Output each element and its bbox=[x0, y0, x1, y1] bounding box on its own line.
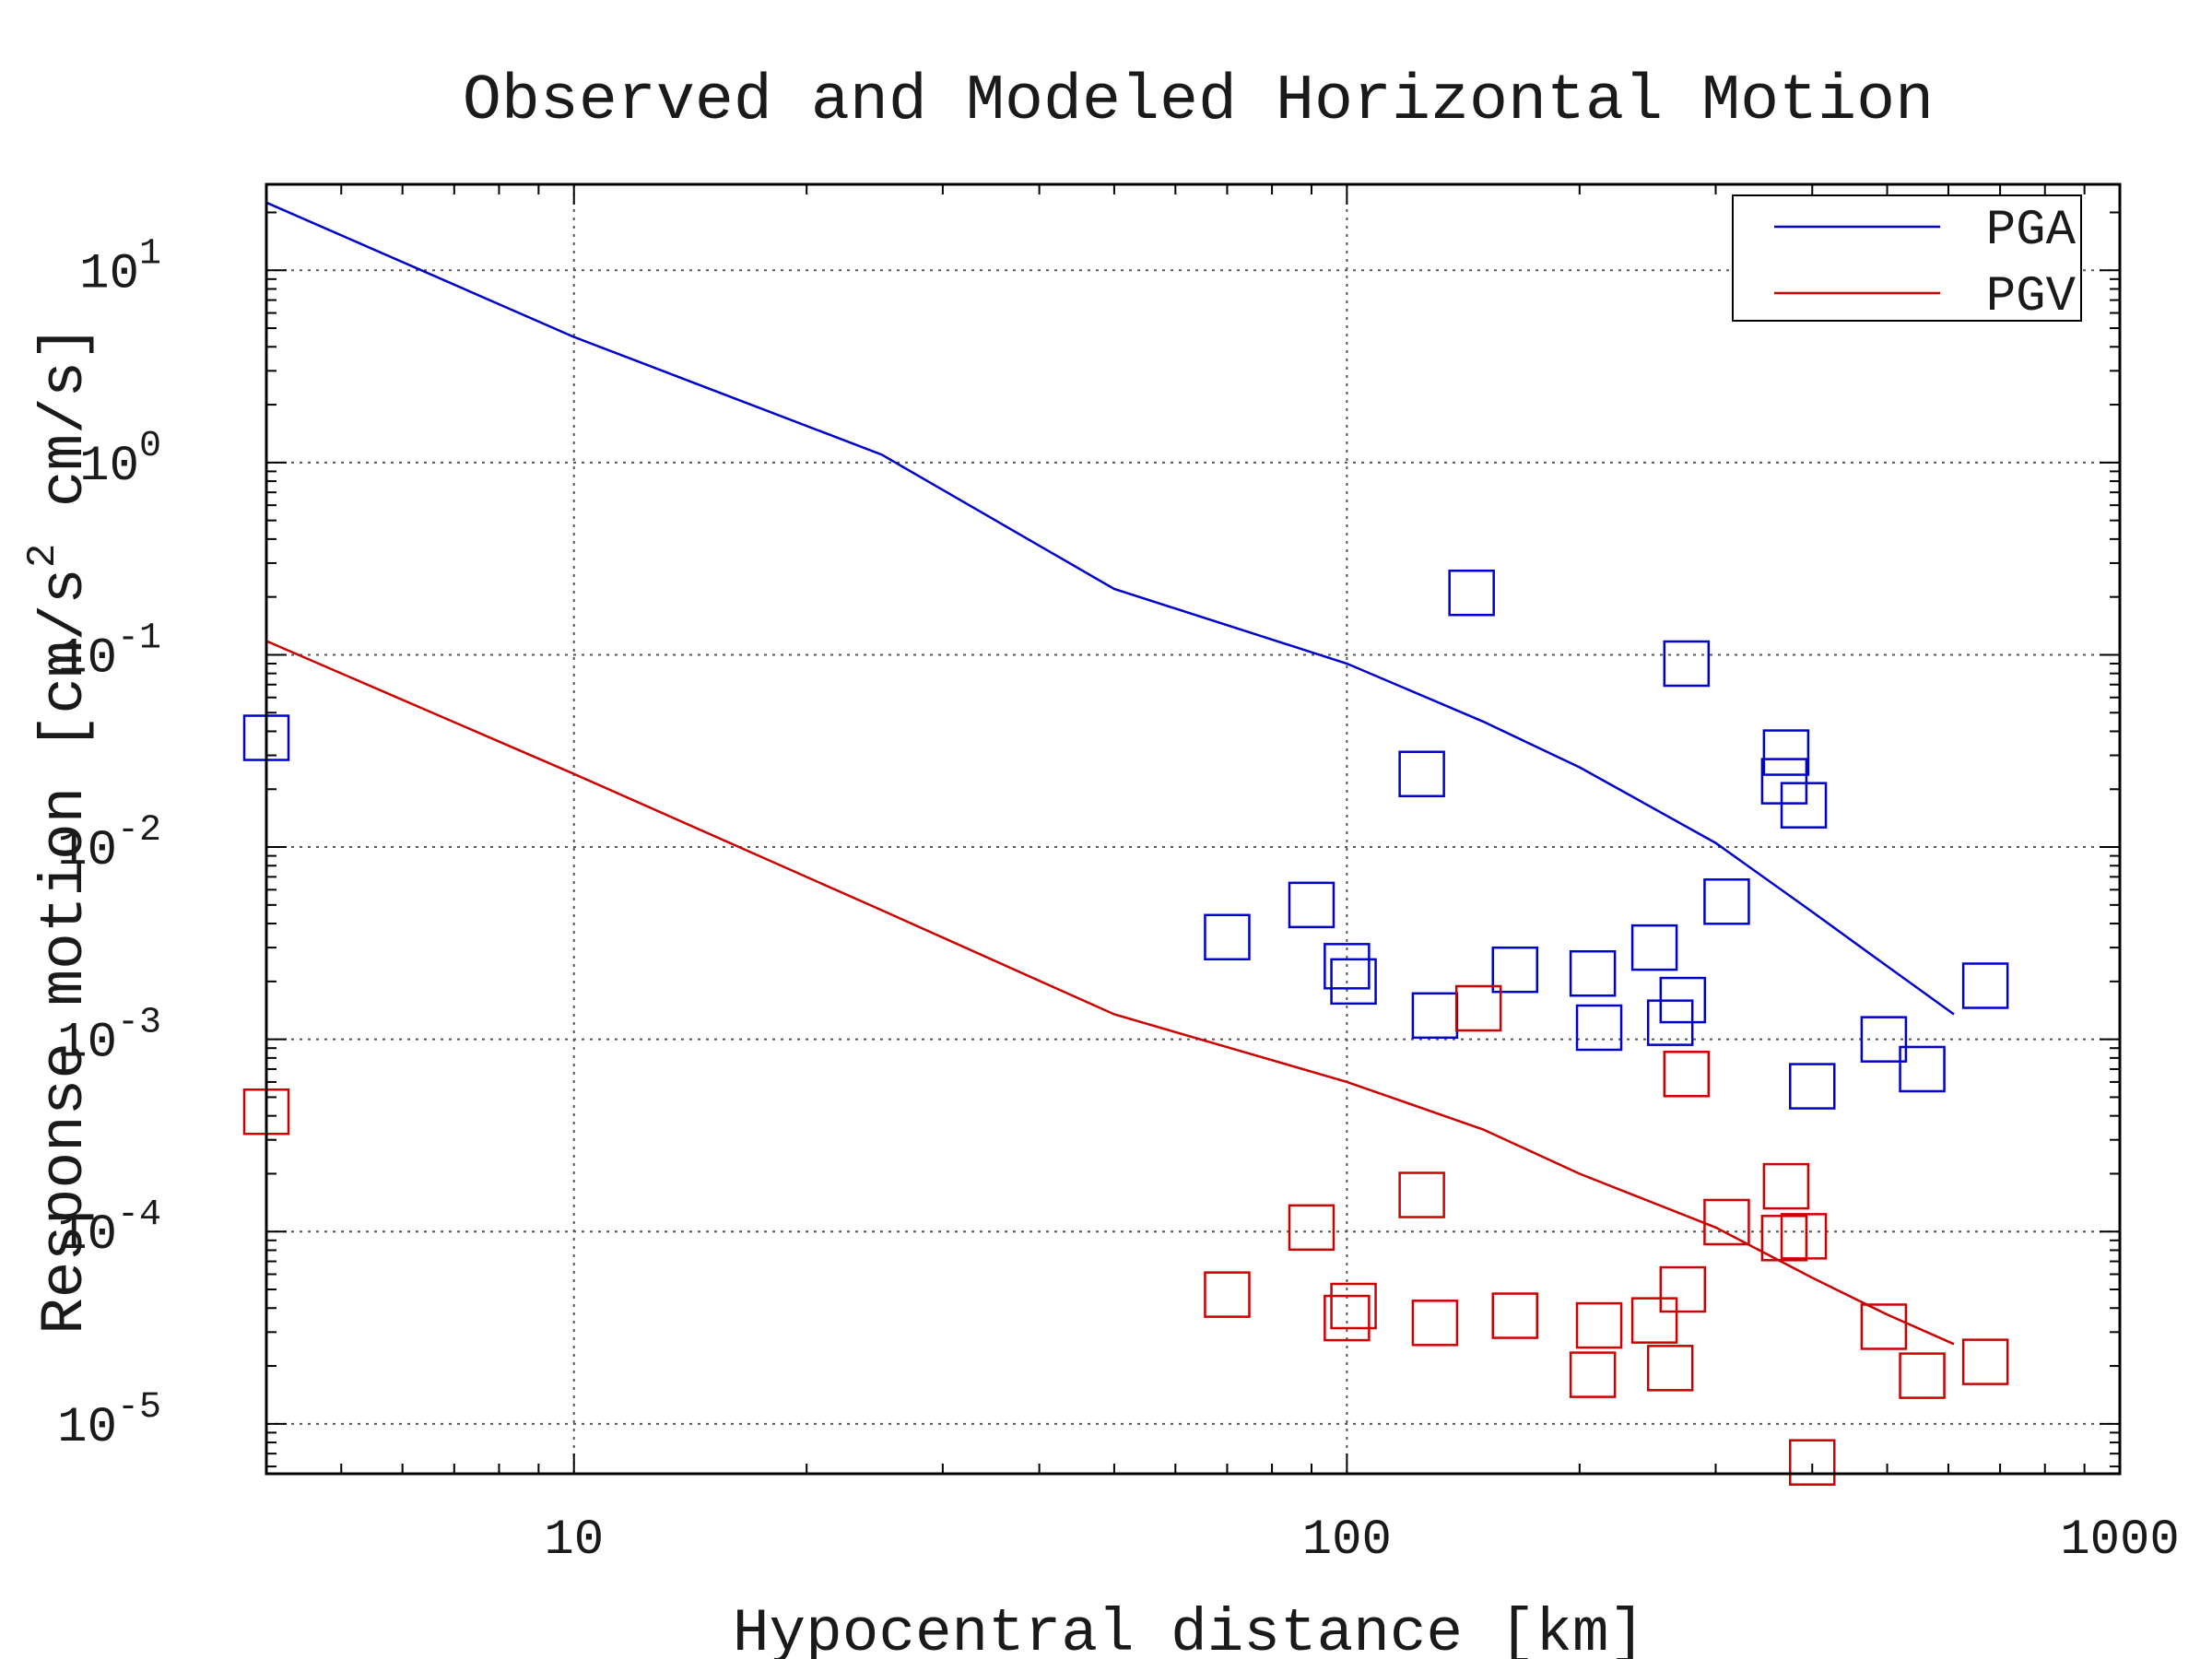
pga-observed-marker bbox=[1575, 1004, 1623, 1052]
pga-observed-marker bbox=[1961, 962, 2009, 1009]
minor-ticks bbox=[266, 184, 2121, 1474]
y-tick-label: 10-1 bbox=[57, 618, 161, 687]
y-tick-exponent: -4 bbox=[117, 1194, 161, 1236]
chart-title: Observed and Modeled Horizontal Motion bbox=[463, 65, 1934, 138]
pga-observed-marker bbox=[1762, 729, 1810, 776]
x-axis-label: Hypocentral distance [km] bbox=[733, 1599, 1645, 1659]
y-tick-base: 10 bbox=[57, 1207, 117, 1264]
pga-observed-marker bbox=[1630, 924, 1678, 971]
pga-observed-marker bbox=[1288, 881, 1335, 929]
legend-pgv-label: PGV bbox=[1986, 269, 2077, 325]
pgv-observed-marker bbox=[1454, 984, 1502, 1032]
pga-model-line bbox=[265, 201, 1955, 1016]
pgv-observed-marker bbox=[1899, 1352, 1946, 1399]
legend: PGA PGV bbox=[1732, 194, 2082, 325]
pgv-observed-marker bbox=[1780, 1213, 1828, 1260]
y-tick-label: 10-5 bbox=[57, 1387, 161, 1456]
data-markers bbox=[242, 570, 2009, 1486]
pga-observed-marker bbox=[1204, 913, 1251, 961]
y-tick-label: 10-2 bbox=[57, 810, 161, 879]
y-tick-exponent: -5 bbox=[117, 1387, 161, 1429]
pga-observed-marker bbox=[1860, 1016, 1908, 1063]
pgv-observed-marker bbox=[1288, 1204, 1335, 1252]
y-tick-base: 10 bbox=[57, 1016, 117, 1072]
pga-observed-marker bbox=[1780, 782, 1828, 829]
y-tick-label: 101 bbox=[79, 233, 161, 302]
y-tick-exponent: 1 bbox=[139, 233, 161, 275]
pgv-observed-marker bbox=[1324, 1294, 1371, 1342]
pgv-observed-marker bbox=[1411, 1300, 1459, 1347]
series-lines bbox=[265, 201, 1955, 1346]
y-tick-exponent: -2 bbox=[117, 810, 161, 852]
pgv-observed-marker bbox=[1789, 1439, 1836, 1486]
pgv-observed-marker bbox=[1860, 1303, 1908, 1350]
y-tick-exponent: -3 bbox=[117, 1003, 161, 1044]
pgv-observed-marker bbox=[1575, 1301, 1623, 1349]
pgv-observed-marker bbox=[1703, 1198, 1750, 1246]
y-tick-base: 10 bbox=[57, 1400, 117, 1456]
pga-observed-marker bbox=[1663, 640, 1711, 688]
y-tick-label: 10-3 bbox=[57, 1003, 161, 1072]
pgv-observed-marker bbox=[1398, 1171, 1445, 1218]
pgv-observed-marker bbox=[1491, 1292, 1539, 1339]
legend-box bbox=[1732, 194, 2082, 322]
pgv-model-line bbox=[265, 640, 1955, 1346]
y-tick-base: 10 bbox=[79, 246, 139, 302]
pga-observed-marker bbox=[1789, 1063, 1836, 1110]
y-tick-exponent: 0 bbox=[139, 426, 161, 467]
y-axis-label-main: Response motion [cm/s bbox=[30, 568, 100, 1335]
pga-observed-marker bbox=[1703, 878, 1750, 925]
y-tick-exponent: -1 bbox=[117, 618, 161, 659]
x-tick-label: 10 bbox=[544, 1512, 604, 1569]
pga-observed-marker bbox=[1448, 570, 1495, 617]
pga-observed-marker bbox=[1760, 758, 1808, 805]
legend-pga-label: PGA bbox=[1986, 203, 2077, 259]
y-tick-label: 10-4 bbox=[57, 1194, 161, 1264]
pgv-observed-marker bbox=[1330, 1282, 1377, 1330]
y-tick-base: 10 bbox=[79, 439, 139, 495]
pgv-observed-marker bbox=[1646, 1345, 1694, 1392]
y-tick-label: 100 bbox=[79, 426, 161, 495]
x-tick-label: 100 bbox=[1302, 1512, 1392, 1569]
pga-observed-marker bbox=[1491, 946, 1539, 994]
gridlines bbox=[266, 184, 2120, 1474]
pgv-observed-marker bbox=[1630, 1297, 1678, 1344]
pgv-observed-marker bbox=[1204, 1271, 1251, 1318]
y-tick-base: 10 bbox=[57, 630, 117, 687]
pga-observed-marker bbox=[1330, 958, 1377, 1006]
pgv-observed-marker bbox=[1762, 1162, 1810, 1210]
y-axis-label-units: cm/s] bbox=[30, 324, 100, 544]
pgv-observed-marker bbox=[1961, 1338, 2009, 1385]
pga-observed-marker bbox=[1899, 1045, 1946, 1093]
y-axis-label: Response motion [cm/s2 cm/s] bbox=[20, 324, 100, 1335]
pgv-observed-marker bbox=[1659, 1265, 1707, 1313]
y-axis-label-superscript: 2 bbox=[20, 544, 66, 568]
pga-observed-marker bbox=[1659, 976, 1707, 1024]
pgv-observed-marker bbox=[1663, 1051, 1711, 1098]
pgv-observed-marker bbox=[1569, 1351, 1617, 1398]
pga-observed-marker bbox=[1411, 992, 1459, 1040]
y-tick-base: 10 bbox=[57, 823, 117, 879]
pga-observed-marker bbox=[1569, 949, 1617, 997]
plot-frame bbox=[265, 182, 2122, 1476]
pga-observed-marker bbox=[1324, 943, 1371, 990]
pgv-observed-marker bbox=[1760, 1215, 1808, 1262]
x-tick-label: 1000 bbox=[2060, 1512, 2180, 1569]
pga-observed-marker bbox=[1398, 750, 1445, 797]
